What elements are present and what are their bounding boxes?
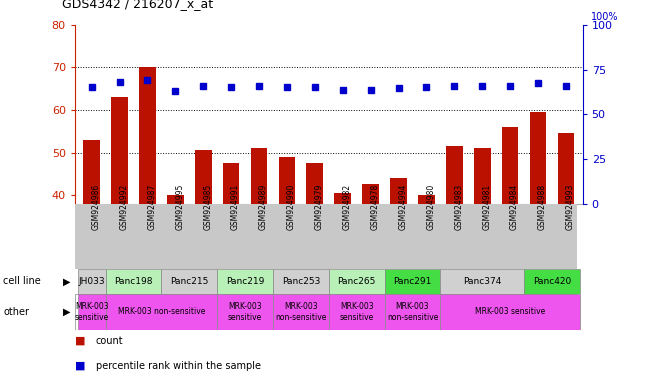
Text: GSM924985: GSM924985	[203, 184, 212, 230]
Text: GSM924986: GSM924986	[92, 184, 101, 230]
Text: Panc265: Panc265	[337, 277, 376, 286]
Bar	[446, 146, 463, 204]
Text: GSM924991: GSM924991	[231, 184, 240, 230]
Bar	[557, 133, 574, 204]
Text: GSM924979: GSM924979	[315, 184, 324, 230]
Text: count: count	[96, 336, 123, 346]
Bar	[279, 157, 296, 204]
Bar	[329, 269, 385, 294]
Bar	[195, 151, 212, 204]
Text: Panc253: Panc253	[282, 277, 320, 286]
Text: GDS4342 / 216207_x_at: GDS4342 / 216207_x_at	[62, 0, 213, 10]
Text: Panc215: Panc215	[170, 277, 208, 286]
Bar	[335, 193, 351, 204]
Text: MRK-003
sensitive: MRK-003 sensitive	[74, 302, 109, 322]
Bar	[223, 163, 240, 204]
Text: GSM924995: GSM924995	[175, 184, 184, 230]
Text: Panc374: Panc374	[463, 277, 501, 286]
Bar	[418, 195, 435, 204]
Text: GSM924981: GSM924981	[482, 184, 492, 230]
Text: ▶: ▶	[63, 307, 71, 317]
Bar	[390, 178, 407, 204]
Text: ■: ■	[75, 336, 85, 346]
Bar	[440, 294, 580, 330]
Bar	[385, 269, 440, 294]
Text: MRK-003
sensitive: MRK-003 sensitive	[228, 302, 262, 322]
Text: GSM924990: GSM924990	[287, 184, 296, 230]
Text: Panc198: Panc198	[114, 277, 153, 286]
Bar	[273, 269, 329, 294]
Text: GSM924982: GSM924982	[342, 184, 352, 230]
Bar	[385, 294, 440, 330]
Text: GSM924984: GSM924984	[510, 184, 519, 230]
Text: Panc219: Panc219	[226, 277, 264, 286]
Bar	[530, 112, 546, 204]
Bar	[474, 148, 491, 204]
Text: GSM924978: GSM924978	[370, 184, 380, 230]
Text: GSM924980: GSM924980	[426, 184, 436, 230]
Bar	[251, 148, 268, 204]
Text: MRK-003
non-sensitive: MRK-003 non-sensitive	[387, 302, 438, 322]
Text: GSM924994: GSM924994	[398, 184, 408, 230]
Text: JH033: JH033	[78, 277, 105, 286]
Text: MRK-003 sensitive: MRK-003 sensitive	[475, 308, 546, 316]
Bar	[524, 269, 580, 294]
Text: GSM924988: GSM924988	[538, 184, 547, 230]
Bar	[77, 294, 105, 330]
Text: GSM924983: GSM924983	[454, 184, 464, 230]
Text: GSM924992: GSM924992	[120, 184, 128, 230]
Text: Panc291: Panc291	[393, 277, 432, 286]
Bar	[111, 97, 128, 204]
Text: 100%: 100%	[591, 12, 618, 22]
Text: percentile rank within the sample: percentile rank within the sample	[96, 361, 260, 371]
Text: MRK-003 non-sensitive: MRK-003 non-sensitive	[118, 308, 205, 316]
Bar	[217, 269, 273, 294]
Text: MRK-003
non-sensitive: MRK-003 non-sensitive	[275, 302, 327, 322]
Text: ■: ■	[75, 361, 85, 371]
Text: other: other	[3, 307, 29, 317]
Text: GSM924993: GSM924993	[566, 184, 575, 230]
Text: GSM924987: GSM924987	[147, 184, 156, 230]
Bar	[77, 269, 105, 294]
Bar	[105, 269, 161, 294]
Bar	[440, 269, 524, 294]
Text: MRK-003
sensitive: MRK-003 sensitive	[340, 302, 374, 322]
Bar	[139, 68, 156, 204]
Text: Panc420: Panc420	[533, 277, 571, 286]
Bar	[273, 294, 329, 330]
Bar	[502, 127, 518, 204]
Text: cell line: cell line	[3, 276, 41, 286]
Text: ▶: ▶	[63, 276, 71, 286]
Bar	[83, 140, 100, 204]
Bar	[217, 294, 273, 330]
Bar	[362, 184, 379, 204]
Text: GSM924989: GSM924989	[259, 184, 268, 230]
Bar	[167, 195, 184, 204]
Bar	[329, 294, 385, 330]
Bar	[105, 294, 217, 330]
Bar	[307, 163, 323, 204]
Bar	[161, 269, 217, 294]
